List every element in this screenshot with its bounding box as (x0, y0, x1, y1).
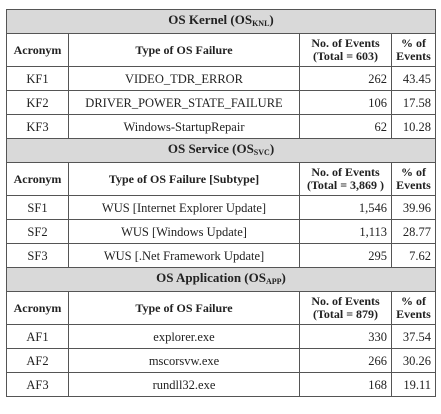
section-title: OS Kernel (OSKNL) (5, 9, 437, 34)
failure-type-cell: Windows-StartupRepair (68, 114, 300, 139)
acronym-header: Acronym (6, 162, 69, 196)
section-title-row: OS Application (OSAPP) (5, 267, 437, 292)
acronym-cell: SF1 (6, 195, 69, 220)
table-row: KF2 DRIVER_POWER_STATE_FAILURE 106 17.58 (6, 90, 437, 115)
percent-cell: 10.28 (390, 114, 437, 139)
acronym-cell: AF2 (6, 348, 69, 373)
acronym-header: Acronym (6, 33, 69, 67)
column-header-row: Acronym Type of OS Failure No. of Events… (6, 291, 437, 325)
acronym-cell: SF2 (6, 219, 69, 244)
percent-cell: 7.62 (390, 243, 437, 268)
events-count-header: No. of Events (Total = 3,869 ) (299, 162, 392, 196)
section-title: OS Service (OSSVC) (5, 138, 437, 163)
failure-type-cell: explorer.exe (68, 324, 300, 349)
acronym-header: Acronym (6, 291, 69, 325)
acronym-cell: KF1 (6, 66, 69, 91)
table-row: SF1 WUS [Internet Explorer Update] 1,546… (6, 195, 437, 220)
events-count-cell: 262 (299, 66, 392, 91)
failure-type-cell: WUS [.Net Framework Update] (68, 243, 300, 268)
percent-cell: 43.45 (390, 66, 437, 91)
events-count-header: No. of Events (Total = 879) (299, 291, 392, 325)
events-count-cell: 106 (299, 90, 392, 115)
table-row: AF3 rundll32.exe 168 19.11 (6, 372, 437, 397)
failure-type-header: Type of OS Failure [Subtype] (68, 162, 300, 196)
percent-cell: 19.11 (390, 372, 437, 397)
events-count-cell: 1,113 (299, 219, 392, 244)
failure-type-cell: VIDEO_TDR_ERROR (68, 66, 300, 91)
failure-type-cell: WUS [Windows Update] (68, 219, 300, 244)
failure-type-cell: rundll32.exe (68, 372, 300, 397)
failure-type-header: Type of OS Failure (68, 33, 300, 67)
acronym-cell: AF3 (6, 372, 69, 397)
column-header-row: Acronym Type of OS Failure No. of Events… (6, 33, 437, 67)
section-title-row: OS Kernel (OSKNL) (5, 9, 437, 34)
events-count-cell: 62 (299, 114, 392, 139)
failure-type-header: Type of OS Failure (68, 291, 300, 325)
section-title: OS Application (OSAPP) (5, 267, 437, 292)
percent-header: % of Events (390, 33, 437, 67)
section-title-row: OS Service (OSSVC) (5, 138, 437, 163)
table-row: SF3 WUS [.Net Framework Update] 295 7.62 (6, 243, 437, 268)
events-count-cell: 295 (299, 243, 392, 268)
failure-type-cell: DRIVER_POWER_STATE_FAILURE (68, 90, 300, 115)
events-count-cell: 330 (299, 324, 392, 349)
percent-cell: 28.77 (390, 219, 437, 244)
percent-cell: 37.54 (390, 324, 437, 349)
acronym-cell: KF3 (6, 114, 69, 139)
table-row: AF2 mscorsvw.exe 266 30.26 (6, 348, 437, 373)
acronym-cell: KF2 (6, 90, 69, 115)
table-row: SF2 WUS [Windows Update] 1,113 28.77 (6, 219, 437, 244)
events-count-cell: 1,546 (299, 195, 392, 220)
percent-header: % of Events (390, 162, 437, 196)
table-row: KF1 VIDEO_TDR_ERROR 262 43.45 (6, 66, 437, 91)
percent-cell: 30.26 (390, 348, 437, 373)
acronym-cell: SF3 (6, 243, 69, 268)
table-row: AF1 explorer.exe 330 37.54 (6, 324, 437, 349)
failure-type-cell: mscorsvw.exe (68, 348, 300, 373)
percent-header: % of Events (390, 291, 437, 325)
column-header-row: Acronym Type of OS Failure [Subtype] No.… (6, 162, 437, 196)
percent-cell: 17.58 (390, 90, 437, 115)
percent-cell: 39.96 (390, 195, 437, 220)
events-count-header: No. of Events (Total = 603) (299, 33, 392, 67)
events-count-cell: 266 (299, 348, 392, 373)
table-row: KF3 Windows-StartupRepair 62 10.28 (6, 114, 437, 139)
failure-type-cell: WUS [Internet Explorer Update] (68, 195, 300, 220)
acronym-cell: AF1 (6, 324, 69, 349)
os-failure-table: OS Kernel (OSKNL) Acronym Type of OS Fai… (5, 9, 437, 397)
events-count-cell: 168 (299, 372, 392, 397)
os-failure-table-container: OS Kernel (OSKNL) Acronym Type of OS Fai… (5, 9, 437, 397)
